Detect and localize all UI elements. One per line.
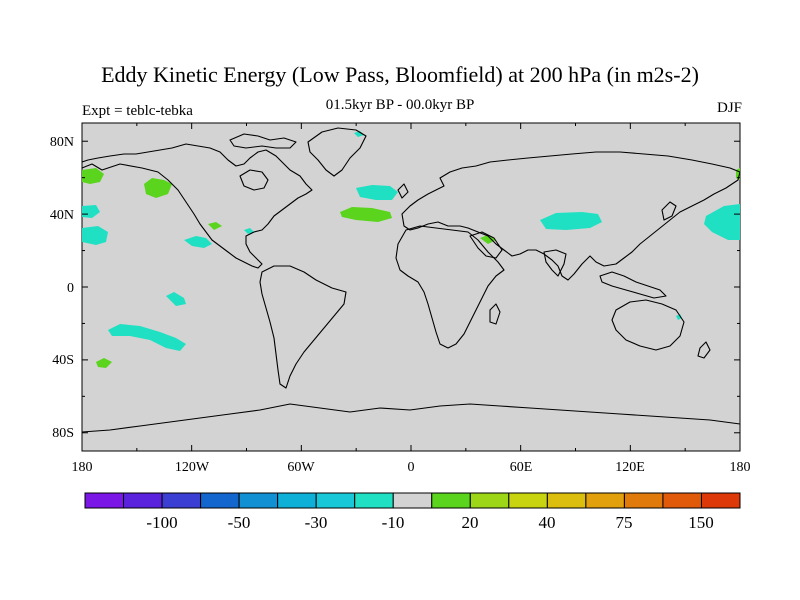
coast-africa [395, 225, 505, 349]
shade-baja [208, 222, 222, 230]
x-tick-120e: 120E [615, 460, 645, 475]
coast-hudson-bay [239, 169, 269, 191]
coast-australia [611, 299, 685, 351]
colorbar-swatch [546, 492, 587, 509]
colorbar-swatch [123, 492, 163, 509]
coast-british-isles [397, 183, 409, 199]
shade-gulf-california [184, 236, 212, 248]
colorbar-swatch [662, 492, 702, 509]
shade-north-atlantic [356, 185, 398, 200]
experiment-label: Expt = teblc-tebka [82, 103, 193, 119]
shade-pacific-west [82, 226, 108, 245]
y-tick-labels: 80N 40N 0 40S 80S [50, 135, 74, 441]
shade-south-pacific-green [96, 358, 112, 368]
shade-west-pacific-right [704, 204, 740, 240]
plot-title: Eddy Kinetic Energy (Low Pass, Bloomfiel… [101, 62, 699, 87]
shade-australia-tiny [676, 314, 682, 320]
colorbar-labels: -100 -50 -30 -10 20 40 75 150 [146, 513, 713, 532]
shade-north-indian-asia [540, 212, 602, 230]
cb-label-20: 20 [462, 513, 479, 532]
coast-japan [661, 201, 677, 221]
coast-north-america [81, 143, 313, 269]
coast-india [543, 249, 567, 277]
shade-north-pacific-east [82, 205, 100, 218]
cb-label-neg50: -50 [228, 513, 251, 532]
coast-madagascar [489, 303, 501, 325]
colorbar-swatch [315, 492, 356, 509]
coast-south-america [259, 265, 347, 389]
shade-arabia [480, 235, 496, 244]
y-tick-40s: 40S [52, 353, 74, 368]
colorbar-swatch [508, 492, 548, 509]
shade-alaska-west [82, 168, 104, 184]
coast-se-asia-islands [599, 271, 667, 299]
colorbar-swatch [200, 492, 240, 509]
cb-label-neg10: -10 [382, 513, 405, 532]
shade-gulf-alaska [144, 178, 172, 198]
colorbar-swatch [354, 492, 394, 509]
colorbar-swatch [431, 492, 471, 509]
y-tick-80s: 80S [52, 426, 74, 441]
coast-arabia [469, 231, 503, 259]
x-tick-0: 0 [408, 460, 415, 475]
coast-greenland [307, 127, 367, 177]
x-tick-labels: 180 120W 60W 0 60E 120E 180 [72, 460, 751, 475]
colorbar-swatch [161, 492, 202, 509]
y-tick-0: 0 [67, 281, 74, 296]
x-tick-180w: 180 [72, 460, 93, 475]
cb-label-75: 75 [616, 513, 633, 532]
colorbar-swatch [469, 492, 510, 509]
axis-ticks [81, 123, 741, 451]
plot-subtitle: 01.5kyr BP - 00.0kyr BP [325, 97, 475, 113]
shade-south-pacific-small [166, 292, 186, 306]
shade-mid-atlantic [340, 207, 392, 222]
colorbar-swatch [623, 492, 664, 509]
x-tick-60e: 60E [510, 460, 533, 475]
coast-new-zealand [697, 341, 711, 359]
shade-south-pacific-band [108, 324, 186, 351]
colorbar [84, 492, 741, 509]
season-label: DJF [716, 100, 742, 116]
y-tick-80n: 80N [50, 135, 74, 150]
anomaly-shading [82, 131, 740, 368]
shade-greenland [354, 131, 364, 137]
colorbar-swatch [700, 492, 741, 509]
coast-antarctica [81, 403, 741, 433]
x-tick-60w: 60W [287, 460, 315, 475]
coastlines [81, 127, 741, 433]
coast-eurasia [401, 151, 741, 281]
cb-label-neg100: -100 [146, 513, 177, 532]
y-tick-40n: 40N [50, 208, 74, 223]
colorbar-swatch [392, 492, 433, 509]
colorbar-swatch [238, 492, 279, 509]
map-panel [81, 122, 741, 452]
cb-label-40: 40 [539, 513, 556, 532]
x-tick-180e: 180 [730, 460, 751, 475]
cb-label-150: 150 [688, 513, 714, 532]
colorbar-swatch [585, 492, 625, 509]
colorbar-swatch [84, 492, 125, 509]
shade-gulf-mexico [244, 228, 254, 234]
x-tick-120w: 120W [175, 460, 210, 475]
cb-label-neg30: -30 [305, 513, 328, 532]
colorbar-swatch [277, 492, 317, 509]
coast-arctic-islands [229, 133, 297, 149]
